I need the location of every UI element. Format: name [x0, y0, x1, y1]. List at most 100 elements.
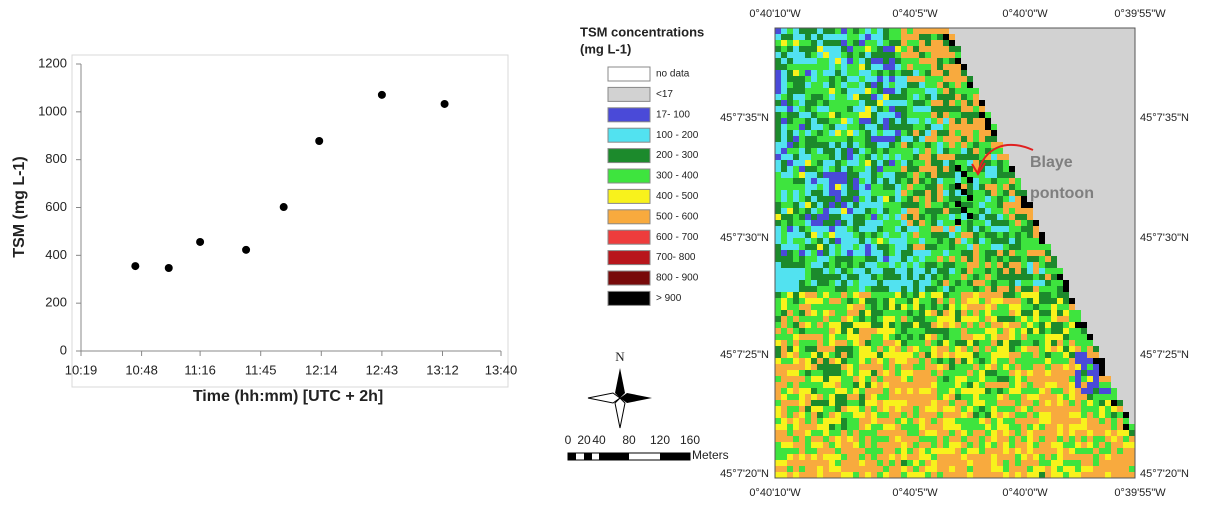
- map-cell: [883, 148, 889, 154]
- map-cell: [775, 370, 781, 376]
- map-cell: [1015, 442, 1021, 448]
- map-cell: [925, 316, 931, 322]
- map-cell: [895, 250, 901, 256]
- map-cell: [823, 268, 829, 274]
- map-cell: [901, 28, 907, 34]
- map-cell: [1129, 304, 1135, 310]
- legend-swatch: [608, 149, 650, 163]
- map-cell: [811, 430, 817, 436]
- map-cell: [895, 46, 901, 52]
- map-cell: [1093, 412, 1099, 418]
- map-cell: [793, 232, 799, 238]
- map-cell: [775, 424, 781, 430]
- map-cell: [793, 64, 799, 70]
- map-cell: [847, 46, 853, 52]
- map-cell: [943, 370, 949, 376]
- map-cell: [775, 76, 781, 82]
- map-cell: [1045, 340, 1051, 346]
- map-cell: [775, 88, 781, 94]
- legend-swatch: [608, 128, 650, 142]
- map-cell: [1129, 388, 1135, 394]
- map-cell: [781, 208, 787, 214]
- map-cell: [799, 136, 805, 142]
- map-cell: [1081, 412, 1087, 418]
- map-cell: [1021, 106, 1027, 112]
- map-cell: [841, 454, 847, 460]
- map-cell: [817, 334, 823, 340]
- map-cell: [889, 148, 895, 154]
- map-cell: [1075, 292, 1081, 298]
- map-cell: [1027, 340, 1033, 346]
- map-cell: [925, 40, 931, 46]
- map-cell: [1105, 394, 1111, 400]
- map-cell: [1129, 232, 1135, 238]
- map-cell: [859, 88, 865, 94]
- map-cell: [1111, 424, 1117, 430]
- map-cell: [787, 178, 793, 184]
- map-cell: [1021, 232, 1027, 238]
- map-cell: [1087, 34, 1093, 40]
- map-cell: [811, 172, 817, 178]
- map-cell: [1069, 394, 1075, 400]
- map-cell: [1081, 424, 1087, 430]
- legend-swatch: [608, 291, 650, 305]
- map-cell: [961, 262, 967, 268]
- map-cell: [853, 244, 859, 250]
- map-cell: [889, 256, 895, 262]
- map-cell: [883, 172, 889, 178]
- map-cell: [1105, 124, 1111, 130]
- map-cell: [1057, 370, 1063, 376]
- map-cell: [775, 454, 781, 460]
- map-cell: [853, 136, 859, 142]
- x-axis-label: Time (hh:mm) [UTC + 2h]: [193, 388, 383, 405]
- map-cell: [847, 454, 853, 460]
- map-cell: [955, 58, 961, 64]
- map-cell: [1051, 448, 1057, 454]
- map-cell: [895, 466, 901, 472]
- map-cell: [1123, 280, 1129, 286]
- map-cell: [919, 220, 925, 226]
- map-cell: [1111, 28, 1117, 34]
- map-cell: [937, 472, 943, 478]
- map-cell: [979, 100, 985, 106]
- map-cell: [1057, 292, 1063, 298]
- map-cell: [817, 394, 823, 400]
- map-cell: [979, 400, 985, 406]
- map-cell: [859, 280, 865, 286]
- map-cell: [1099, 406, 1105, 412]
- map-cell: [985, 178, 991, 184]
- map-cell: [775, 94, 781, 100]
- map-cell: [829, 58, 835, 64]
- map-cell: [1063, 322, 1069, 328]
- map-cell: [829, 166, 835, 172]
- map-cell: [967, 244, 973, 250]
- map-cell: [811, 472, 817, 478]
- map-cell: [823, 274, 829, 280]
- map-cell: [973, 292, 979, 298]
- map-cell: [829, 46, 835, 52]
- map-cell: [907, 142, 913, 148]
- map-cell: [829, 136, 835, 142]
- lon-label: 0°39'55"W: [1114, 8, 1166, 20]
- map-cell: [979, 226, 985, 232]
- map-cell: [1003, 436, 1009, 442]
- map-cell: [1087, 106, 1093, 112]
- map-cell: [1045, 238, 1051, 244]
- map-cell: [901, 130, 907, 136]
- map-cell: [1081, 52, 1087, 58]
- map-cell: [901, 64, 907, 70]
- map-cell: [1087, 448, 1093, 454]
- map-cell: [1063, 424, 1069, 430]
- map-cell: [793, 376, 799, 382]
- map-cell: [835, 268, 841, 274]
- map-cell: [1051, 82, 1057, 88]
- map-cell: [991, 208, 997, 214]
- map-cell: [907, 322, 913, 328]
- map-cell: [1087, 160, 1093, 166]
- map-cell: [1057, 94, 1063, 100]
- map-cell: [907, 268, 913, 274]
- map-cell: [847, 286, 853, 292]
- map-cell: [811, 370, 817, 376]
- map-cell: [853, 268, 859, 274]
- map-cell: [799, 70, 805, 76]
